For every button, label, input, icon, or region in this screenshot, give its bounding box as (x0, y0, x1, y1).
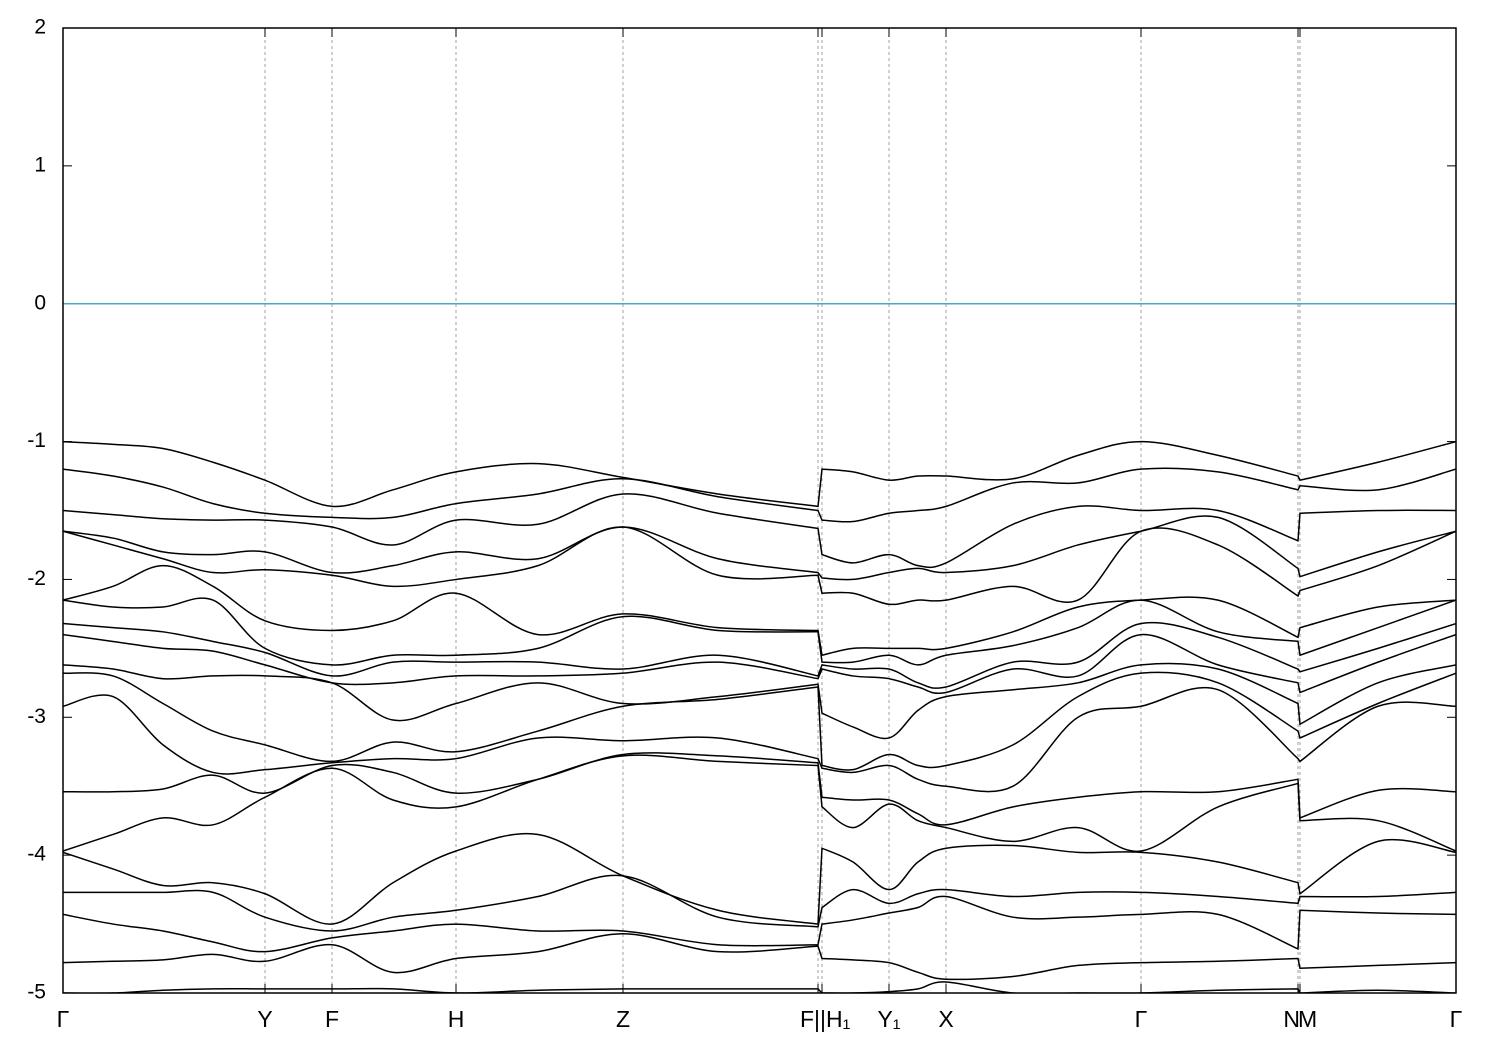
y-tick-label: 0 (34, 291, 46, 314)
y-tick-label: -4 (27, 843, 46, 866)
x-tick-label: Y₁ (877, 1006, 900, 1032)
band-line (63, 440, 1456, 508)
band-line (63, 932, 1456, 981)
y-tick-label: -5 (27, 981, 46, 1004)
band-line (63, 597, 1456, 666)
band-line (63, 633, 1456, 694)
y-tick-label: -3 (27, 705, 46, 728)
band-line (63, 754, 1456, 852)
band-line (63, 564, 1456, 657)
x-tick-label: Γ (1450, 1006, 1463, 1032)
band-line (63, 662, 1456, 740)
y-tick-label: -2 (27, 567, 46, 590)
x-tick-label: Y (257, 1006, 272, 1032)
bands (63, 440, 1456, 993)
plot-frame (62, 27, 1457, 994)
band-line (63, 467, 1456, 523)
band-line (63, 874, 1456, 932)
x-tick-label: Z (616, 1006, 630, 1032)
y-tick-label: 2 (34, 16, 46, 39)
x-tick-label: F| (800, 1006, 820, 1032)
band-line (63, 526, 1456, 606)
x-tick-label: M (1298, 1006, 1317, 1032)
band-line (63, 895, 1456, 953)
x-tick-label: F (325, 1006, 339, 1032)
x-tick-label: H (448, 1006, 465, 1032)
x-tick-label: Γ (57, 1006, 70, 1032)
band-line (63, 515, 1456, 581)
band-line (63, 752, 1456, 826)
x-tick-label: N (1283, 1006, 1300, 1032)
y-tick-label: -1 (27, 429, 46, 452)
band-line (63, 621, 1456, 689)
band-line (63, 686, 1456, 793)
band-line (63, 981, 1456, 993)
y-tick-label: 1 (34, 153, 46, 176)
x-tick-label: Γ (1135, 1006, 1148, 1032)
band-line (63, 671, 1456, 771)
x-tick-label: |H₁ (820, 1006, 851, 1032)
x-tick-label: X (938, 1006, 953, 1032)
band-line (63, 493, 1456, 569)
